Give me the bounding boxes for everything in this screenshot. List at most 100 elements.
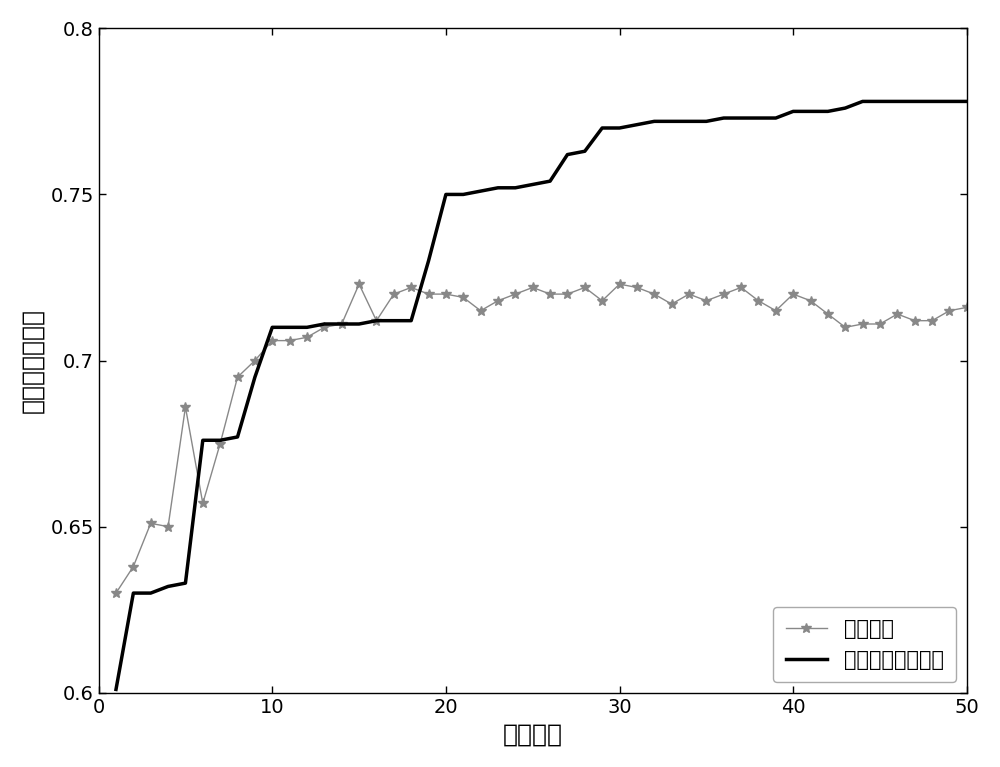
并行免疫遗传算法 <box>214 436 226 445</box>
并行免疫遗传算法 <box>718 114 730 123</box>
遗传算法 <box>805 296 817 305</box>
并行免疫遗传算法 <box>909 97 921 106</box>
并行免疫遗传算法 <box>266 323 278 332</box>
Line: 遗传算法: 遗传算法 <box>111 279 972 598</box>
并行免疫遗传算法 <box>162 582 174 591</box>
并行免疫遗传算法 <box>943 97 955 106</box>
并行免疫遗传算法 <box>926 97 938 106</box>
遗传算法 <box>579 283 591 292</box>
遗传算法 <box>475 306 487 315</box>
遗传算法 <box>943 306 955 315</box>
遗传算法 <box>909 316 921 325</box>
并行免疫遗传算法 <box>527 180 539 189</box>
遗传算法 <box>127 562 139 571</box>
遗传算法 <box>509 289 521 298</box>
遗传算法 <box>284 336 296 345</box>
遗传算法 <box>353 279 365 288</box>
遗传算法 <box>874 319 886 328</box>
遗传算法 <box>457 293 469 302</box>
遗传算法 <box>527 283 539 292</box>
遗传算法 <box>891 309 903 318</box>
并行免疫遗传算法 <box>318 319 330 328</box>
遗传算法 <box>388 289 400 298</box>
并行免疫遗传算法 <box>405 316 417 325</box>
并行免疫遗传算法 <box>805 107 817 116</box>
Y-axis label: 平均服务质量值: 平均服务质量值 <box>21 308 45 413</box>
遗传算法 <box>666 299 678 308</box>
遗传算法 <box>232 373 244 382</box>
遗传算法 <box>822 309 834 318</box>
遗传算法 <box>318 323 330 332</box>
并行免疫遗传算法 <box>110 685 122 694</box>
并行免疫遗传算法 <box>197 436 209 445</box>
遗传算法 <box>179 403 191 412</box>
遗传算法 <box>370 316 382 325</box>
遗传算法 <box>839 323 851 332</box>
遗传算法 <box>752 296 764 305</box>
并行免疫遗传算法 <box>631 120 643 130</box>
并行免疫遗传算法 <box>301 323 313 332</box>
遗传算法 <box>423 289 435 298</box>
并行免疫遗传算法 <box>614 123 626 133</box>
遗传算法 <box>561 289 573 298</box>
遗传算法 <box>145 518 157 528</box>
并行免疫遗传算法 <box>648 117 660 126</box>
并行免疫遗传算法 <box>839 104 851 113</box>
并行免疫遗传算法 <box>284 323 296 332</box>
并行免疫遗传算法 <box>353 319 365 328</box>
并行免疫遗传算法 <box>735 114 747 123</box>
遗传算法 <box>614 279 626 288</box>
并行免疫遗传算法 <box>822 107 834 116</box>
遗传算法 <box>301 333 313 342</box>
并行免疫遗传算法 <box>787 107 799 116</box>
遗传算法 <box>648 289 660 298</box>
并行免疫遗传算法 <box>700 117 712 126</box>
并行免疫遗传算法 <box>961 97 973 106</box>
遗传算法 <box>596 296 608 305</box>
并行免疫遗传算法 <box>561 150 573 160</box>
并行免疫遗传算法 <box>457 190 469 199</box>
遗传算法 <box>787 289 799 298</box>
并行免疫遗传算法 <box>509 183 521 193</box>
遗传算法 <box>683 289 695 298</box>
并行免疫遗传算法 <box>336 319 348 328</box>
X-axis label: 迭代次数: 迭代次数 <box>503 723 563 746</box>
并行免疫遗传算法 <box>752 114 764 123</box>
遗传算法 <box>770 306 782 315</box>
遗传算法 <box>162 522 174 532</box>
并行免疫遗传算法 <box>666 117 678 126</box>
并行免疫遗传算法 <box>579 146 591 156</box>
遗传算法 <box>249 356 261 365</box>
并行免疫遗传算法 <box>770 114 782 123</box>
遗传算法 <box>405 283 417 292</box>
并行免疫遗传算法 <box>423 256 435 265</box>
并行免疫遗传算法 <box>388 316 400 325</box>
遗传算法 <box>700 296 712 305</box>
并行免疫遗传算法 <box>596 123 608 133</box>
遗传算法 <box>544 289 556 298</box>
并行免疫遗传算法 <box>179 578 191 588</box>
并行免疫遗传算法 <box>857 97 869 106</box>
遗传算法 <box>336 319 348 328</box>
遗传算法 <box>197 499 209 508</box>
并行免疫遗传算法 <box>683 117 695 126</box>
并行免疫遗传算法 <box>544 176 556 186</box>
遗传算法 <box>926 316 938 325</box>
并行免疫遗传算法 <box>492 183 504 193</box>
并行免疫遗传算法 <box>874 97 886 106</box>
遗传算法 <box>214 439 226 448</box>
并行免疫遗传算法 <box>127 588 139 597</box>
Line: 并行免疫遗传算法: 并行免疫遗传算法 <box>116 101 967 690</box>
遗传算法 <box>492 296 504 305</box>
遗传算法 <box>440 289 452 298</box>
遗传算法 <box>718 289 730 298</box>
遗传算法 <box>266 336 278 345</box>
遗传算法 <box>961 303 973 312</box>
遗传算法 <box>631 283 643 292</box>
并行免疫遗传算法 <box>145 588 157 597</box>
遗传算法 <box>110 588 122 597</box>
并行免疫遗传算法 <box>232 433 244 442</box>
并行免疫遗传算法 <box>475 186 487 196</box>
并行免疫遗传算法 <box>440 190 452 199</box>
并行免疫遗传算法 <box>891 97 903 106</box>
